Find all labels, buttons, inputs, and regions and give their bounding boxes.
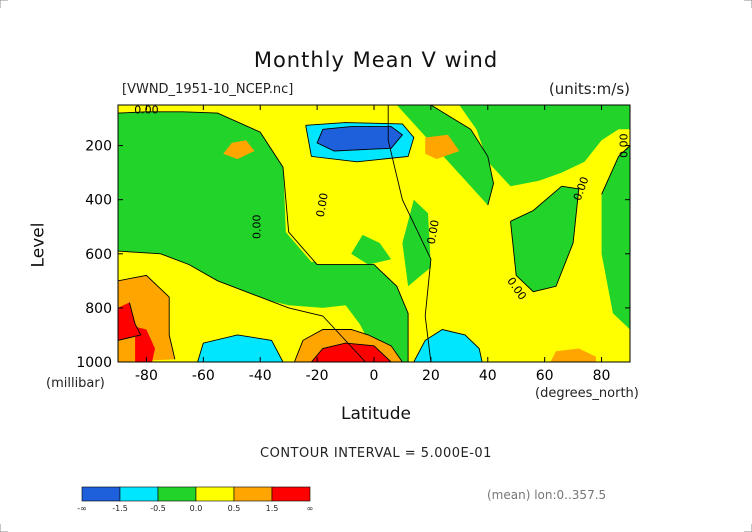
x-tick-label: -40 (249, 368, 272, 384)
contour-label-1: 0.00 (250, 214, 263, 239)
contour-label-6: 0.00 (617, 133, 630, 158)
contour-region-21 (413, 329, 483, 362)
contour-interval-label: CONTOUR INTERVAL = 5.000E-01 (260, 446, 492, 461)
contour-line-10 (293, 329, 403, 362)
colorbar-swatch-4 (233, 486, 273, 502)
mean-label: (mean) lon:0..357.5 (487, 488, 607, 502)
contour-line-13 (118, 302, 142, 341)
contour-line-2 (387, 105, 432, 362)
colorbar-tick-label: -1.5 (112, 504, 128, 513)
contour-region-11 (601, 145, 630, 330)
contour-line-3 (430, 105, 494, 206)
contour-region-8 (351, 234, 392, 265)
colorbar-tick-label: 0.0 (189, 504, 203, 513)
colorbar-tick-label: 1.5 (265, 504, 279, 513)
contour-line-1 (118, 250, 366, 362)
colorbar-swatch-1 (119, 486, 159, 502)
contour-line-11 (311, 342, 392, 362)
contour-region-12 (459, 105, 630, 187)
colorbar-tick-label: 0.5 (227, 504, 241, 513)
contour-line-0 (118, 111, 409, 362)
contour-region-13 (118, 275, 175, 362)
contour-line-8 (197, 334, 284, 362)
contour-line-12 (118, 274, 176, 360)
contour-region-20 (311, 343, 392, 362)
units-label: (units:m/s) (548, 80, 630, 98)
x-axis-units: (degrees_north) (535, 386, 639, 401)
chart-title: Monthly Mean V wind (253, 48, 499, 72)
colorbar-tick-label: ∞ (306, 504, 314, 513)
y-tick-label: 1000 (76, 355, 112, 371)
x-tick-label: 80 (593, 368, 611, 384)
contour-region-1 (118, 105, 218, 114)
contour-region-18 (317, 126, 403, 151)
contour-region-15 (135, 326, 155, 362)
colorbar-tick-label: -∞ (77, 504, 87, 513)
x-tick-label: -80 (135, 368, 158, 384)
contour-line-9 (413, 329, 483, 362)
x-axis-label: Latitude (341, 404, 411, 424)
contour-region-16 (197, 334, 283, 362)
contour-region-10 (510, 186, 579, 292)
contour-region-22 (223, 140, 255, 160)
contour-region-0 (118, 105, 409, 362)
y-tick-label: 800 (85, 301, 112, 317)
x-tick-label: -60 (192, 368, 215, 384)
contour-label-3: 0.00 (425, 219, 442, 245)
y-tick-label: 200 (85, 139, 112, 155)
contour-region-5 (209, 105, 227, 111)
x-tick-label: -20 (306, 368, 329, 384)
contour-line-5 (601, 145, 630, 195)
contour-region-24 (550, 348, 596, 362)
colorbar-tick-label: -0.5 (150, 504, 166, 513)
contour-region-23 (425, 134, 460, 160)
x-tick-label: 20 (422, 368, 440, 384)
contour-region-4 (388, 105, 630, 362)
y-tick-label: 600 (85, 247, 112, 263)
contour-line-6 (316, 126, 404, 152)
colorbar-swatch-2 (157, 486, 197, 502)
y-axis-units: (millibar) (46, 376, 105, 391)
colorbar-swatch-5 (271, 486, 311, 502)
colorbar-swatch-0 (81, 486, 121, 502)
x-tick-label: 0 (370, 368, 379, 384)
contour-region-7 (402, 199, 431, 287)
file-label: [VWND_1951-10_NCEP.nc] (122, 82, 294, 97)
contour-line-7 (305, 122, 415, 163)
contour-label-2: 0.00 (314, 192, 331, 218)
colorbar-swatch-3 (195, 486, 235, 502)
x-tick-label: 60 (536, 368, 554, 384)
contour-line-4 (510, 185, 580, 293)
x-tick-label: 40 (479, 368, 497, 384)
y-tick-label: 400 (85, 193, 112, 209)
contour-region-2 (226, 105, 369, 262)
